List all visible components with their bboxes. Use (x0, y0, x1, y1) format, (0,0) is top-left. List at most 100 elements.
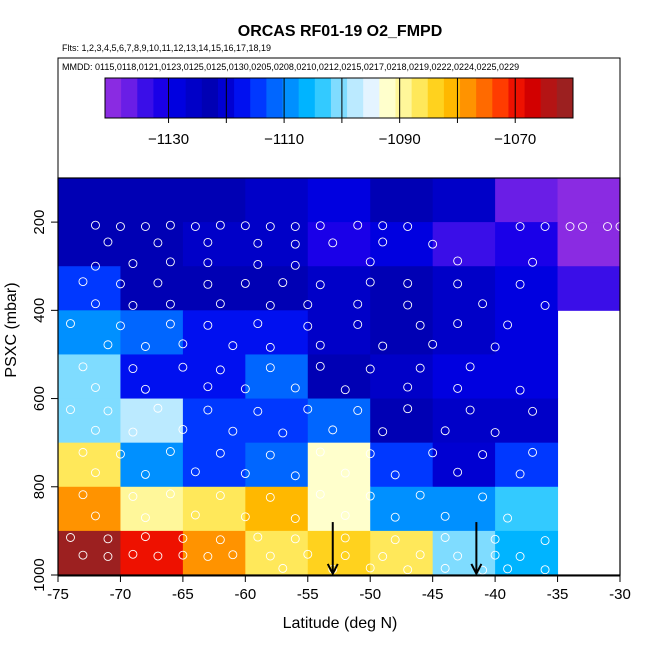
observation-point (328, 425, 338, 435)
observation-point (178, 550, 188, 560)
observation-point (415, 363, 425, 373)
heatmap-cell (58, 442, 121, 488)
observation-point (290, 383, 300, 393)
observation-point (165, 299, 175, 309)
observation-point (265, 301, 275, 310)
observation-point (390, 535, 400, 545)
arrow-marker-head (326, 563, 339, 576)
observation-point (178, 424, 188, 434)
observation-point (91, 220, 100, 230)
observation-point (240, 278, 250, 288)
observation-point (515, 222, 525, 231)
observation-point (91, 425, 100, 435)
observation-point (390, 512, 400, 522)
observation-point (165, 220, 175, 230)
colorbar-swatch (379, 78, 396, 118)
colorbar-swatch (476, 78, 493, 118)
observation-point (165, 489, 175, 499)
observation-point (540, 301, 550, 310)
observation-point (103, 406, 113, 416)
colorbar-swatch (137, 78, 154, 118)
heatmap-cell (182, 310, 246, 355)
observation-point (378, 341, 388, 351)
observation-point (415, 320, 425, 330)
observation-point (228, 426, 238, 436)
observation-point (215, 448, 225, 458)
observation-point (290, 471, 300, 481)
heatmap-cell (245, 266, 309, 311)
colorbar-swatch (298, 78, 316, 118)
colorbar-swatch (556, 78, 574, 118)
observation-point (178, 362, 188, 372)
observation-point (290, 260, 300, 270)
observation-points (66, 220, 625, 575)
observation-point (290, 239, 300, 249)
observation-point (278, 563, 288, 573)
observation-point (578, 222, 587, 231)
observation-point (365, 277, 375, 287)
observation-point (415, 490, 425, 500)
observation-point (378, 552, 388, 561)
observation-point (428, 339, 438, 349)
x-tick-label: -70 (110, 586, 132, 603)
observation-point (115, 321, 125, 331)
colorbar-ticks: −1130 −1110 −1090 −1070 (148, 131, 536, 148)
observation-point (215, 299, 225, 309)
colorbar-swatch (282, 78, 300, 118)
heatmap-cell (495, 178, 559, 223)
colorbar-swatch (185, 78, 203, 118)
observation-point (91, 299, 100, 309)
heatmap-cell (307, 442, 371, 488)
heatmap-cell (307, 530, 371, 576)
y-tick-label: 1000 (31, 558, 48, 591)
observation-point (428, 448, 438, 458)
observation-point (403, 300, 413, 310)
x-tick-label: -30 (609, 586, 631, 603)
observation-point (103, 237, 113, 247)
heatmap-cell (120, 178, 184, 223)
observation-point (515, 385, 525, 395)
observation-point (128, 301, 138, 310)
observation-point (303, 549, 313, 559)
observation-point (290, 222, 300, 231)
x-tick-label: -60 (234, 586, 256, 603)
observation-point (365, 563, 375, 573)
heatmap-cell (120, 442, 184, 488)
observation-point (240, 512, 250, 522)
colorbar-swatch (201, 78, 219, 118)
observation-point (453, 467, 463, 477)
observation-point (265, 492, 275, 502)
observation-point (91, 511, 100, 521)
observation-point (478, 299, 488, 309)
heatmap-cell (58, 398, 121, 444)
heatmap-cell (495, 486, 559, 532)
observation-point (478, 450, 488, 460)
observation-point (240, 469, 250, 478)
observation-point (265, 363, 275, 373)
observation-point (253, 319, 263, 329)
observation-point (128, 549, 138, 559)
heatmap-cell (58, 310, 121, 355)
heatmap-cell (432, 222, 496, 267)
observation-point (228, 550, 238, 560)
heatmap-cell (495, 354, 559, 400)
heatmap-cell (370, 442, 434, 488)
observation-point (66, 319, 75, 329)
heatmap-cells (58, 178, 621, 576)
colorbar-swatch (427, 78, 445, 118)
observation-point (440, 426, 450, 436)
observation-point (365, 449, 375, 459)
observation-point (203, 552, 213, 561)
heatmap-cell (307, 486, 371, 532)
observation-point (215, 365, 225, 375)
x-axis: -75 -70 -65 -60 -55 -50 -45 -40 -35 -30 (47, 575, 631, 603)
observation-point (403, 382, 413, 392)
observation-point (490, 534, 500, 544)
chart-title: ORCAS RF01-19 O2_FMPD (238, 23, 443, 40)
observation-point (465, 405, 475, 415)
observation-point (353, 406, 363, 415)
heatmap-cell (495, 530, 559, 576)
observation-point (453, 551, 463, 561)
observation-point (503, 513, 513, 523)
